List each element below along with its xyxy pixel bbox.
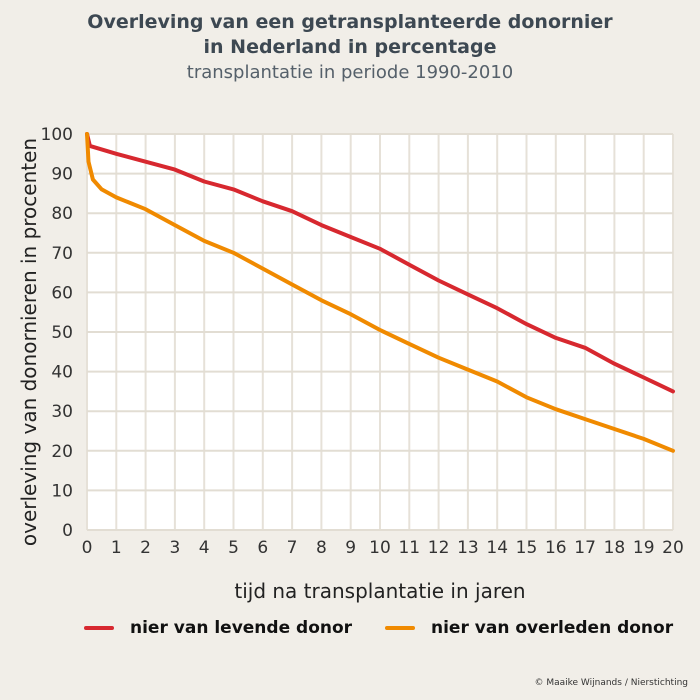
x-tick-label: 9 [345,538,356,558]
y-tick-label: 70 [51,244,73,264]
x-tick-label: 19 [633,538,655,558]
series-line-overleden-donor [85,132,675,453]
y-tick-label: 0 [62,521,73,541]
chart-title: Overleving van een getransplanteerde don… [0,10,700,60]
x-tick-label: 2 [140,538,151,558]
legend: nier van levende donor nier van overlede… [0,618,700,648]
x-tick-label: 16 [545,538,567,558]
y-tick-label: 90 [51,165,73,185]
x-tick-label: 4 [199,538,210,558]
copyright: © Maaike Wijnands / Nierstichting [534,678,688,688]
legend-swatch-orange [385,626,415,630]
y-tick-label: 30 [51,402,73,422]
x-tick-label: 12 [428,538,450,558]
x-tick-label: 10 [369,538,391,558]
legend-label: nier van overleden donor [431,618,674,638]
chart-title-line-2: in Nederland in percentage [203,36,497,58]
x-tick-label: 8 [316,538,327,558]
x-tick-label: 14 [486,538,508,558]
chart-title-line-1: Overleving van een getransplanteerde don… [87,11,613,33]
x-axis-label: tijd na transplantatie in jaren [234,579,525,603]
x-tick-label: 20 [662,538,684,558]
y-tick-label: 20 [51,442,73,462]
y-axis-label: overleving van donornieren in procenten [17,138,41,546]
x-tick-label: 5 [228,538,239,558]
x-tick-label: 6 [257,538,268,558]
y-tick-label: 50 [51,323,73,343]
x-tick-label: 7 [287,538,298,558]
x-tick-label: 17 [574,538,596,558]
y-tick-label: 100 [41,125,73,145]
series-line-levende-donor [85,132,675,394]
x-tick-label: 3 [169,538,180,558]
x-tick-label: 11 [398,538,420,558]
y-tick-label: 60 [51,283,73,303]
y-tick-label: 10 [51,481,73,501]
y-tick-label: 40 [51,363,73,383]
x-tick-label: 0 [82,538,93,558]
legend-swatch-red [84,626,114,630]
y-tick-label: 80 [51,204,73,224]
x-tick-label: 1 [111,538,122,558]
legend-label: nier van levende donor [130,618,353,638]
legend-item-overleden: nier van overleden donor [385,618,673,638]
x-tick-label: 18 [604,538,626,558]
x-tick-label: 15 [516,538,538,558]
chart-subtitle: transplantatie in periode 1990-2010 [186,62,514,83]
legend-item-levende: nier van levende donor [84,618,352,638]
x-tick-label: 13 [457,538,479,558]
